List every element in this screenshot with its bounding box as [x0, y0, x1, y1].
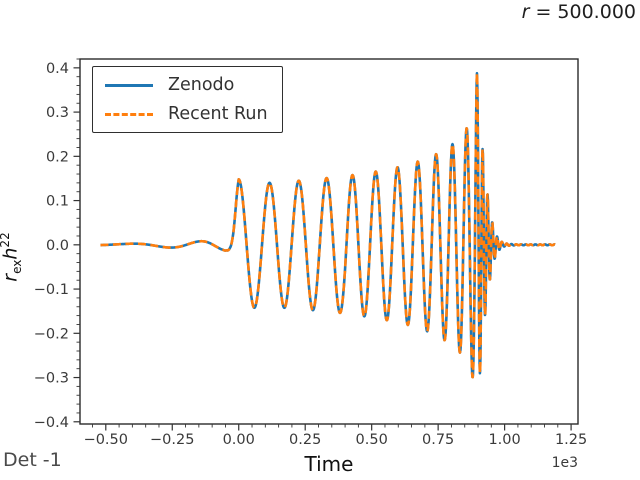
- legend-label-recent-run: Recent Run: [168, 104, 268, 124]
- legend-item-zenodo: Zenodo: [105, 75, 268, 95]
- x-tick-label: 0.75: [422, 432, 454, 448]
- y-tick-labels: 0.4 0.3 0.2 0.1 0.0 −0.1 −0.2 −0.3 −0.4: [34, 61, 69, 431]
- y-tick-label: 0.3: [46, 105, 69, 121]
- y-tick-label: −0.3: [34, 371, 69, 387]
- x-tick-labels: −0.50 −0.25 0.00 0.25 0.50 0.75 1.00 1.25: [84, 432, 588, 448]
- title-value: = 500.000: [529, 1, 636, 23]
- x-tick-label: 1.25: [555, 432, 587, 448]
- y-tick-label: 0.1: [46, 194, 69, 210]
- x-tick-label: 0.25: [289, 432, 321, 448]
- x-tick-label: 0.00: [223, 432, 255, 448]
- figure-title: r = 500.000: [522, 1, 636, 23]
- recent-run-line-sample: [105, 112, 153, 116]
- x-tick-label: −0.25: [150, 432, 194, 448]
- legend: Zenodo Recent Run: [92, 66, 283, 133]
- legend-label-zenodo: Zenodo: [168, 75, 235, 95]
- y-tick-label: −0.4: [34, 415, 69, 431]
- y-axis-label: rexh22: [0, 232, 25, 282]
- axes-frame: [79, 58, 579, 425]
- recent-run-line: [99, 71, 557, 379]
- legend-item-recent-run: Recent Run: [105, 104, 268, 124]
- x-tick-label: −0.50: [84, 432, 128, 448]
- y-tick-label: 0.0: [46, 238, 69, 254]
- title-variable: r: [521, 1, 530, 23]
- x-axis-offset-label: 1e3: [551, 455, 578, 471]
- series-lines: [99, 71, 557, 379]
- x-axis-label: Time: [304, 452, 354, 476]
- x-axis-ticks: [92, 424, 572, 431]
- y-tick-label: 0.4: [46, 61, 69, 77]
- y-tick-label: −0.2: [34, 326, 69, 342]
- y-axis-ticks: [73, 58, 80, 423]
- y-tick-label: 0.2: [46, 149, 69, 165]
- x-tick-label: 1.00: [488, 432, 520, 448]
- detector-label: Det -1: [3, 449, 62, 471]
- zenodo-line-sample: [105, 83, 153, 87]
- x-tick-label: 0.50: [356, 432, 388, 448]
- y-tick-label: −0.1: [34, 282, 69, 298]
